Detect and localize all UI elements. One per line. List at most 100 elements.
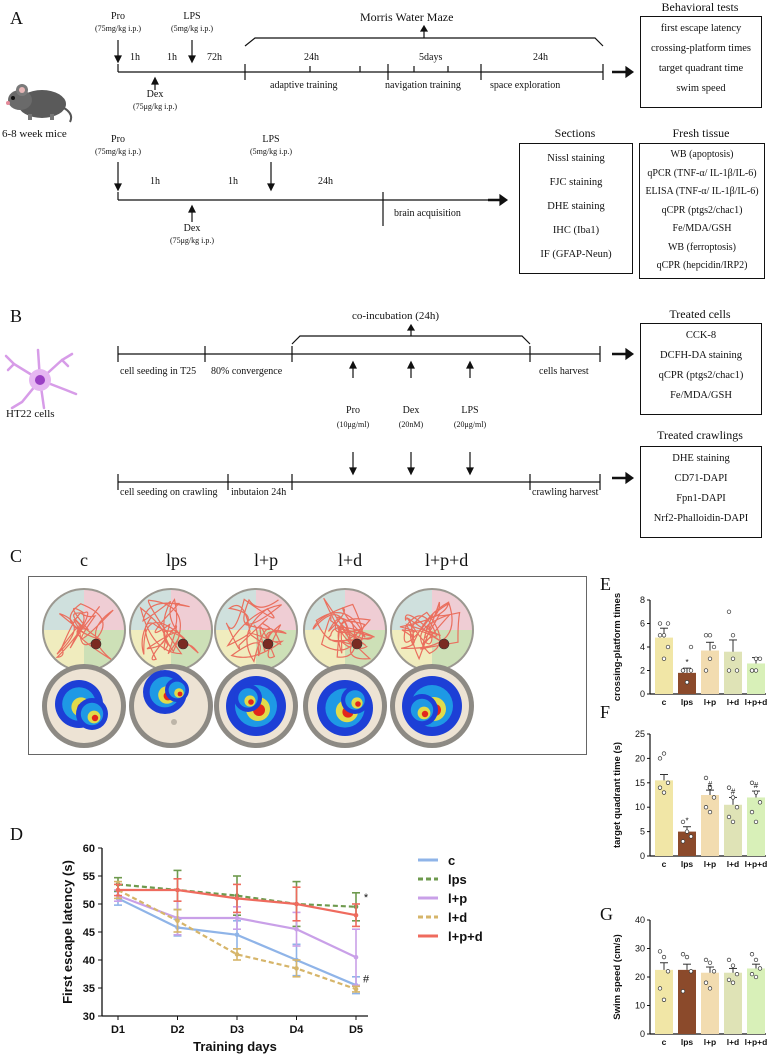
quadrant (171, 630, 211, 670)
a-seg3-time: 24h (533, 52, 548, 63)
track-plot (303, 588, 387, 672)
data-point (703, 980, 709, 985)
data-point (680, 839, 686, 844)
b-drug-dose: (10μg/ml) (336, 420, 370, 429)
behavioral-item: first escape latency (660, 23, 742, 34)
bar-l+d (724, 651, 742, 694)
data-point (711, 644, 717, 650)
a-seg2-time: 5days (419, 52, 443, 63)
a-seg2: navigation training (385, 80, 461, 91)
error-bar (173, 877, 182, 903)
a2-dex-label: Dex (183, 223, 201, 234)
data-point (749, 952, 755, 957)
a-t1: 1h (130, 52, 140, 63)
quadrant (171, 590, 211, 630)
bar-l+p (701, 795, 719, 856)
heat-blob-red (248, 699, 254, 705)
data-point (684, 829, 690, 834)
x-tick-label: c (662, 697, 667, 707)
data-point (657, 949, 663, 954)
y-axis-title: Swim speed (cm/s) (612, 934, 623, 1020)
heat-blob-red (177, 691, 183, 697)
b-top-seg: cells harvest (539, 366, 589, 377)
significance-mark: * (685, 817, 688, 826)
significance-mark: # (731, 787, 736, 796)
a2-dex-dose: (75μg/kg i.p.) (169, 236, 215, 245)
x-axis-title: Training days (193, 1039, 277, 1054)
panel-label-f: F (600, 702, 611, 722)
c-group-label: l+p+d (425, 550, 469, 570)
heatmap-plot (129, 664, 213, 748)
data-point (115, 887, 121, 893)
y-tick-label: 50 (83, 899, 95, 911)
data-point (661, 633, 667, 638)
significance-mark: * (685, 658, 688, 667)
x-tick-label: lps (681, 697, 694, 707)
y-tick-label: 0 (640, 689, 645, 699)
data-point (753, 790, 759, 795)
data-point (757, 656, 763, 661)
x-tick-label: lps (681, 859, 694, 869)
data-point (688, 644, 694, 650)
a-seg1: adaptive training (270, 80, 338, 91)
heatmap-plot (214, 664, 298, 748)
treated-cells-item: CCK-8 (685, 330, 717, 341)
y-tick-label: 5 (640, 827, 645, 837)
y-tick-label: 60 (83, 843, 95, 855)
b-coinc-label: co-incubation (24h) (352, 310, 440, 322)
y-tick-label: 30 (635, 944, 645, 954)
x-tick-label: l+p (704, 859, 717, 869)
x-tick-label: l+p+d (745, 1037, 768, 1047)
data-point (294, 966, 299, 971)
data-point (657, 986, 663, 991)
b-bottom-seg: inbutaion 24h (231, 487, 287, 498)
y-tick-label: 10 (635, 802, 645, 812)
platform-marker (177, 638, 189, 650)
fresh-item: qCPR (ptgs2/chac1) (661, 204, 743, 216)
error-bar (114, 883, 122, 897)
heatmap-plot (390, 664, 474, 748)
data-point (684, 680, 690, 685)
data-point (175, 887, 180, 893)
data-point (711, 795, 717, 800)
a2-t1: 1h (150, 176, 160, 187)
data-point (688, 969, 694, 974)
data-point (726, 814, 732, 820)
data-point (294, 926, 299, 932)
heat-blob-red (355, 701, 361, 707)
y-tick-label: 8 (640, 595, 645, 605)
legend-label: l+d (448, 910, 467, 925)
fresh-item: qCPR (hepcidin/IRP2) (656, 260, 748, 271)
bar-l+d (724, 804, 742, 856)
data-point (734, 805, 740, 810)
x-tick-label: l+d (727, 697, 740, 707)
track-plot (129, 588, 213, 672)
sections-item: IHC (Iba1) (552, 225, 600, 236)
heat-blob-red (421, 710, 429, 718)
data-point (353, 954, 359, 960)
a-mwm-label: Morris Water Maze (360, 10, 454, 24)
data-point (703, 633, 709, 638)
data-point (703, 775, 709, 781)
data-point (665, 969, 671, 974)
data-point (753, 668, 759, 673)
sections-item: Nissl staining (547, 153, 605, 164)
data-point (175, 918, 180, 924)
treated-cells-box: CCK-8 DCFH-DA staining qCPR (ptgs2/chac1… (640, 323, 762, 415)
heatmap-plot (303, 664, 387, 748)
data-point (353, 912, 359, 918)
data-point (749, 780, 755, 785)
panel-label-a: A (10, 8, 23, 28)
b-drug-dose: (20nM) (398, 420, 424, 429)
data-point (353, 986, 359, 992)
swim-path (225, 598, 287, 663)
sections-item: IF (GFAP-Neun) (540, 249, 612, 260)
x-tick-label: c (662, 859, 667, 869)
data-point (661, 997, 667, 1002)
x-tick-label: l+d (727, 859, 740, 869)
a2-t2: 1h (228, 176, 238, 187)
fresh-box: WB (apoptosis) qPCR (TNF-α/ IL-1β/IL-6) … (639, 143, 765, 279)
y-tick-label: 55 (83, 871, 95, 883)
y-tick-label: 4 (640, 642, 645, 652)
y-axis-title: First escape latency (s) (60, 860, 75, 1004)
